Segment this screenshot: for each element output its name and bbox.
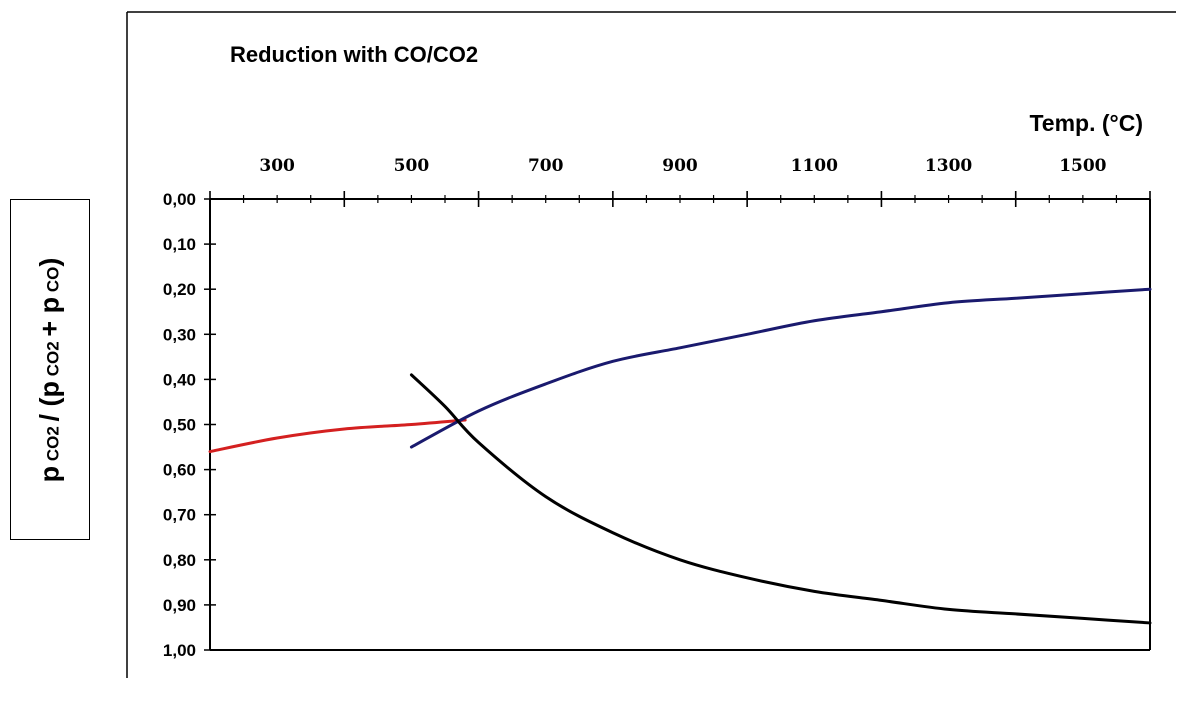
y-axis-label: p CO2 / (p CO2 + p CO) <box>35 257 66 482</box>
series-line-3 <box>409 373 1152 625</box>
x-tick-label: 1300 <box>925 156 972 176</box>
x-tick-label: 900 <box>662 156 698 176</box>
y-label-sub: CO <box>43 266 63 297</box>
y-tick-label: 0,90 <box>163 596 196 615</box>
y-tick-label: 0,70 <box>163 506 196 525</box>
series-line-2 <box>409 287 1152 449</box>
y-axis-label-box: p CO2 / (p CO2 + p CO) <box>10 199 90 540</box>
y-label-part: / (p <box>34 380 65 422</box>
chart-title: Reduction with CO/CO2 <box>230 42 478 67</box>
y-tick-label: 0,40 <box>163 370 196 389</box>
y-tick-label: 0,10 <box>163 235 196 254</box>
y-tick-label: 0,80 <box>163 551 196 570</box>
plot-area: 300 500 700 900 1100 1300 1500 0,00 0,10 0,20 0,30… <box>163 156 1152 660</box>
y-tick-label: 0,00 <box>163 190 196 209</box>
y-label-part: ) <box>34 257 65 267</box>
x-tick-label: 1500 <box>1059 156 1106 176</box>
series-line-1 <box>208 418 467 454</box>
y-label-sub: CO2 <box>43 336 63 381</box>
y-tick-label: 0,60 <box>163 461 196 480</box>
y-tick-label: 0,20 <box>163 280 196 299</box>
x-axis-label: Temp. (°C) <box>1029 110 1143 136</box>
y-label-part: + p <box>34 296 65 337</box>
y-tick-label: 0,30 <box>163 325 196 344</box>
y-tick-label: 1,00 <box>163 641 196 660</box>
x-tick-label: 500 <box>394 156 430 176</box>
y-label-sub: CO2 <box>43 421 63 466</box>
x-tick-label: 300 <box>259 156 295 176</box>
y-label-part: p <box>34 465 65 482</box>
x-tick-label: 1100 <box>791 156 838 176</box>
y-tick-label: 0,50 <box>163 416 196 435</box>
x-tick-label: 700 <box>528 156 564 176</box>
